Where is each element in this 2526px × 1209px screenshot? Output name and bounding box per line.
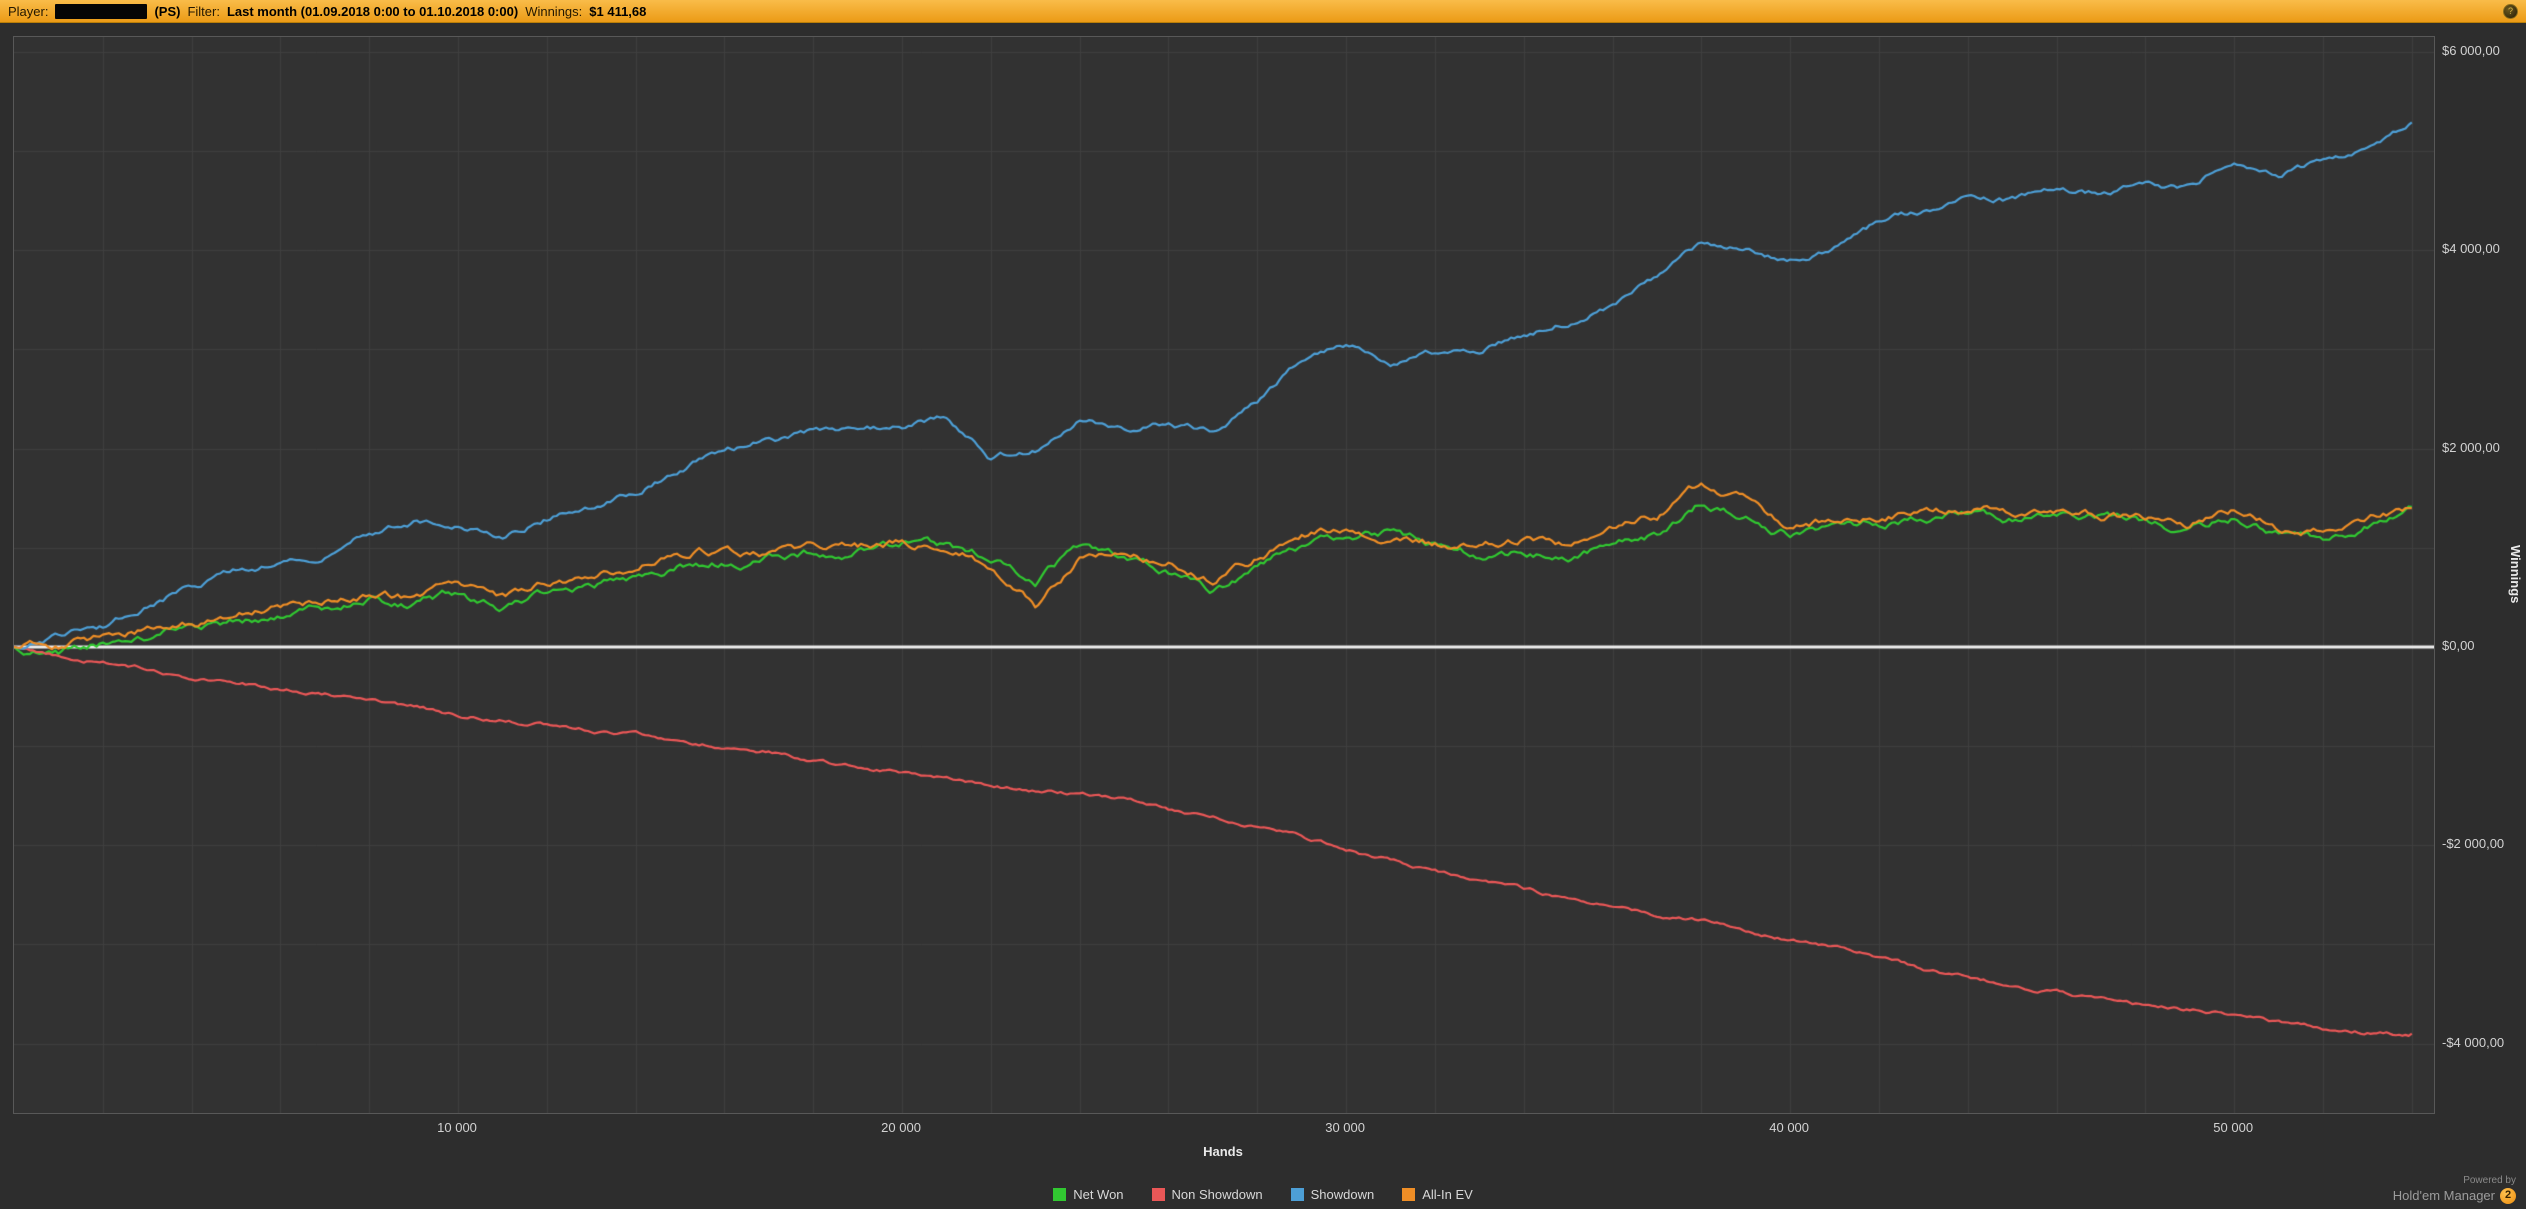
- y-axis-tick-label: $6 000,00: [2442, 42, 2500, 58]
- filter-value: Last month (01.09.2018 0:00 to 01.10.201…: [226, 3, 519, 19]
- hm2-logo-icon: 2: [2500, 1187, 2516, 1204]
- powered-by-text: Powered by: [2463, 1175, 2516, 1187]
- x-axis-tick-label: 50 000: [2213, 1120, 2254, 1135]
- player-site: (PS): [154, 3, 181, 19]
- legend-item-net-won[interactable]: Net Won: [1053, 1187, 1124, 1202]
- x-axis-title: Hands: [1203, 1144, 1243, 1159]
- player-name-redacted: [55, 3, 148, 19]
- y-axis-tick-label: $0,00: [2442, 637, 2475, 653]
- top-bar: Player: (PS) Filter: Last month (01.09.2…: [0, 0, 2526, 23]
- y-axis-tick-label: $4 000,00: [2442, 241, 2500, 257]
- legend-label-showdown: Showdown: [1310, 1187, 1375, 1202]
- showdown-swatch-icon: [1290, 1188, 1304, 1201]
- legend-label-non-showdown: Non Showdown: [1171, 1187, 1263, 1202]
- y-axis-title: Winnings: [2508, 544, 2523, 604]
- legend-item-non-showdown[interactable]: Non Showdown: [1151, 1187, 1263, 1202]
- help-icon[interactable]: ?: [2503, 3, 2518, 19]
- legend-item-showdown[interactable]: Showdown: [1290, 1187, 1375, 1202]
- brand-name: Hold'em Manager: [2392, 1187, 2495, 1203]
- y-axis-tick-label: $2 000,00: [2442, 439, 2500, 455]
- all-in-ev-swatch-icon: [1402, 1188, 1416, 1201]
- y-axis-tick-label: -$2 000,00: [2442, 836, 2505, 852]
- chart-legend: Net Won Non Showdown Showdown All-In EV: [0, 1187, 2526, 1202]
- filter-label: Filter:: [187, 3, 220, 19]
- x-axis-tick-label: 10 000: [437, 1120, 477, 1135]
- legend-label-all-in-ev: All-In EV: [1422, 1187, 1473, 1202]
- winnings-graph-canvas: [13, 36, 2435, 1114]
- x-axis-tick-label: 30 000: [1325, 1120, 1365, 1135]
- winnings-value: $1 411,68: [589, 3, 647, 19]
- x-axis-tick-label: 40 000: [1769, 1120, 1810, 1135]
- winnings-label: Winnings:: [525, 3, 583, 19]
- net-won-swatch-icon: [1053, 1188, 1067, 1201]
- legend-item-all-in-ev[interactable]: All-In EV: [1402, 1187, 1473, 1202]
- x-axis-tick-label: 20 000: [881, 1120, 921, 1135]
- powered-by-block: Powered by Hold'em Manager 2: [2393, 1175, 2516, 1204]
- non-showdown-swatch-icon: [1151, 1188, 1165, 1201]
- legend-label-net-won: Net Won: [1073, 1187, 1124, 1202]
- y-axis-tick-label: -$4 000,00: [2442, 1034, 2505, 1050]
- player-label: Player:: [8, 3, 49, 19]
